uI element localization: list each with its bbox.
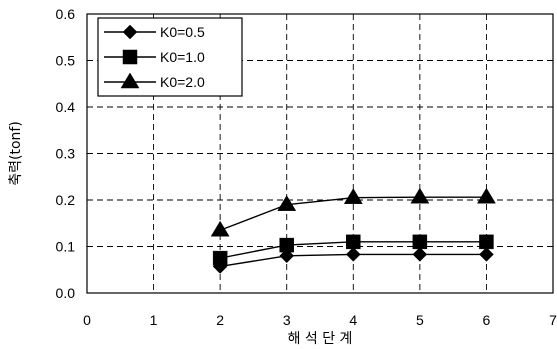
series-triangle bbox=[210, 187, 496, 237]
data-point-square bbox=[346, 234, 361, 250]
data-point-diamond bbox=[345, 247, 361, 262]
y-tick-label: 0.2 bbox=[56, 192, 76, 208]
legend-label: K0=2.0 bbox=[160, 74, 205, 90]
series-diamond bbox=[212, 247, 494, 274]
legend-items: K0=0.5 K0=1.0 K0=2.0 bbox=[104, 24, 205, 90]
y-tick-label: 0.6 bbox=[56, 6, 76, 22]
x-tick-label: 3 bbox=[283, 312, 291, 328]
y-tick-label: 0.4 bbox=[56, 99, 76, 115]
data-point-triangle bbox=[343, 188, 363, 204]
legend-label: K0=1.0 bbox=[160, 49, 205, 65]
y-tick-label: 0.0 bbox=[56, 285, 76, 301]
data-point-triangle bbox=[210, 220, 230, 237]
legend-marker-square bbox=[122, 49, 138, 65]
x-tick-label: 4 bbox=[349, 312, 357, 328]
x-axis-title: 해 석 단 계 bbox=[288, 331, 353, 347]
legend-item-square: K0=1.0 bbox=[104, 49, 205, 65]
data-point-diamond bbox=[479, 247, 494, 262]
data-point-square bbox=[479, 234, 494, 250]
data-point-square bbox=[279, 237, 294, 253]
x-tick-label: 6 bbox=[483, 312, 491, 328]
legend-marker-triangle bbox=[120, 72, 140, 89]
legend: K0=0.5 K0=1.0 K0=2.0 bbox=[97, 17, 243, 97]
x-tick-label: 7 bbox=[549, 312, 557, 328]
data-point-diamond bbox=[412, 247, 428, 262]
x-tick-label: 0 bbox=[83, 312, 91, 328]
y-axis-title: 축력(tonf) bbox=[8, 121, 24, 186]
data-point-square bbox=[412, 234, 428, 250]
tick-labels: 0 1 2 3 4 5 6 7 0.0 0.1 0.2 0.3 0.4 0.5 0.6 bbox=[56, 6, 557, 328]
data-point-triangle bbox=[277, 195, 297, 211]
legend-item-diamond: K0=0.5 bbox=[104, 24, 205, 40]
x-tick-label: 2 bbox=[216, 312, 224, 328]
y-tick-label: 0.5 bbox=[56, 53, 76, 69]
x-tick-label: 1 bbox=[150, 312, 158, 328]
y-tick-label: 0.3 bbox=[56, 146, 76, 162]
plot-area-frame bbox=[86, 13, 554, 294]
legend-label: K0=0.5 bbox=[160, 24, 205, 40]
series-square bbox=[212, 234, 494, 266]
data-point-square bbox=[212, 250, 228, 266]
data-point-triangle bbox=[410, 187, 430, 204]
legend-marker-diamond bbox=[122, 24, 138, 40]
legend-item-triangle: K0=2.0 bbox=[104, 72, 205, 90]
x-tick-label: 5 bbox=[416, 312, 424, 328]
data-point-triangle bbox=[476, 187, 496, 204]
series-group bbox=[210, 187, 496, 274]
y-tick-label: 0.1 bbox=[56, 239, 76, 255]
